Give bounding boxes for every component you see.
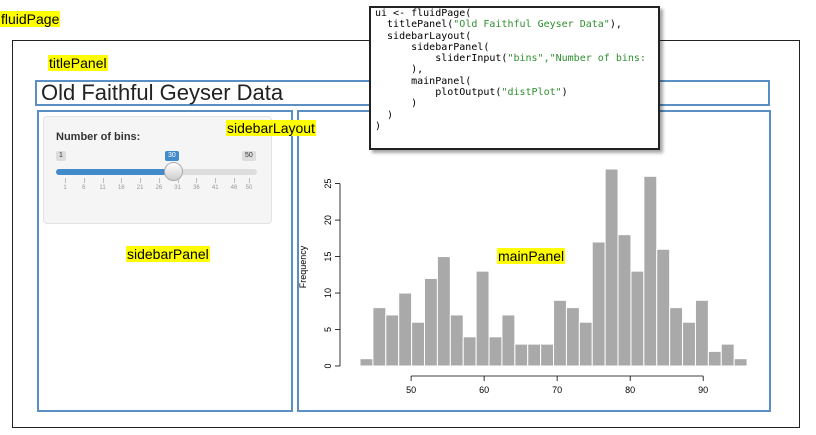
histogram-bar [372,307,387,367]
y-axis-label: Frequency [298,245,308,288]
mainpanel-annotation: mainPanel [497,248,566,264]
histogram-bar [527,343,542,367]
histogram-bar [462,336,477,367]
x-tick-label: 80 [625,385,635,395]
histogram-bar [630,270,645,367]
histogram-bar [359,358,374,367]
histogram-bar [669,307,684,367]
histogram-bar [604,168,619,367]
code-line: ) [375,98,418,110]
slider-tick-mark [177,178,179,183]
code-line: sidebarLayout( [375,30,472,42]
sidebarpanel-annotation: sidebarPanel [126,246,210,262]
y-tick-label: 0 [323,363,333,368]
y-tick-label: 5 [323,327,333,332]
histogram-bar [578,321,593,367]
histogram-bar [682,321,696,367]
slider-tick-mark [158,178,160,183]
histogram-bar [449,314,464,367]
slider-tick-label: 21 [136,185,144,191]
x-tick-label: 90 [698,385,708,395]
slider-tick-label: 26 [155,185,163,191]
histogram-bar [385,314,400,367]
slider-handle[interactable] [164,162,183,181]
slider-tick-mark [65,178,66,183]
sidebar-panel [37,110,293,412]
slider-tick-mark [121,178,123,183]
x-tick-label: 60 [479,385,489,395]
y-tick-label: 10 [323,288,333,298]
code-line: titlePanel("Old Faithful Geyser Data"), [375,19,622,31]
histogram-bar [540,343,555,367]
slider-tick-mark [233,178,235,183]
histogram-bar [707,350,722,367]
histogram-bar [488,336,503,367]
code-line: sidebarPanel( [375,41,490,53]
slider-tick-label: 1 [63,185,67,191]
fluidpage-annotation: fluidPage [0,11,61,27]
code-line: plotOutput("distPlot") [375,87,568,99]
histogram-bar [617,234,632,367]
slider-tick-label: 41 [211,185,219,191]
histogram-bar [411,321,426,367]
slider-tick-mark [102,178,104,183]
slider-tick-mark [215,178,217,183]
histogram-bar [720,343,735,367]
slider-tick-label: 11 [99,185,106,191]
slider-tick-mark [249,178,250,183]
histogram-bar [514,343,529,367]
histogram-bar [424,277,438,367]
y-tick-label: 25 [323,179,333,189]
histogram-bar [694,299,709,367]
slider-tick-label: 6 [82,185,86,191]
histogram-bar [398,292,413,367]
histogram-bar [591,241,606,367]
bins-slider-label: Number of bins: [56,131,141,143]
slider-tick-label: 46 [230,185,238,191]
slider-tick-mark [140,178,142,183]
slider-tick-mark [196,178,198,183]
histogram-bar [733,358,748,367]
code-line: mainPanel( [375,75,472,87]
x-tick-label: 50 [406,385,416,395]
titlepanel-annotation: titlePanel [48,55,108,71]
y-tick-label: 20 [323,215,333,225]
histogram-bar [565,307,580,367]
code-line: ) [375,109,394,121]
slider-tick-label: 50 [245,185,253,191]
histogram-bar [436,256,451,367]
code-line: ), [375,64,424,76]
histogram-bar [643,175,658,367]
slider-max-label: 50 [242,151,256,161]
slider-tick-label: 16 [117,185,125,191]
code-snippet: ui <- fluidPage( titlePanel("Old Faithfu… [369,6,660,150]
sidebarlayout-annotation: sidebarLayout [226,120,316,136]
histogram-bar [501,314,516,367]
histogram-bar [553,299,567,367]
code-text: ui <- fluidPage( titlePanel("Old Faithfu… [371,8,658,132]
slider-value-label: 30 [165,151,179,161]
code-line: ui <- fluidPage( [375,8,472,19]
slider-tick-label: 36 [193,185,200,191]
slider-tick-mark [83,178,85,183]
slider-tick-label: 31 [174,185,181,191]
histogram-bar [656,248,671,367]
code-line: sliderInput("bins","Number of bins: [375,53,646,65]
histogram-bar [475,270,490,367]
code-line: ) [375,120,382,132]
slider-min-label: 1 [56,151,66,161]
slider-fill [56,169,173,175]
page-title: Old Faithful Geyser Data [41,80,284,105]
x-tick-label: 70 [552,385,562,395]
y-tick-label: 15 [323,252,333,262]
